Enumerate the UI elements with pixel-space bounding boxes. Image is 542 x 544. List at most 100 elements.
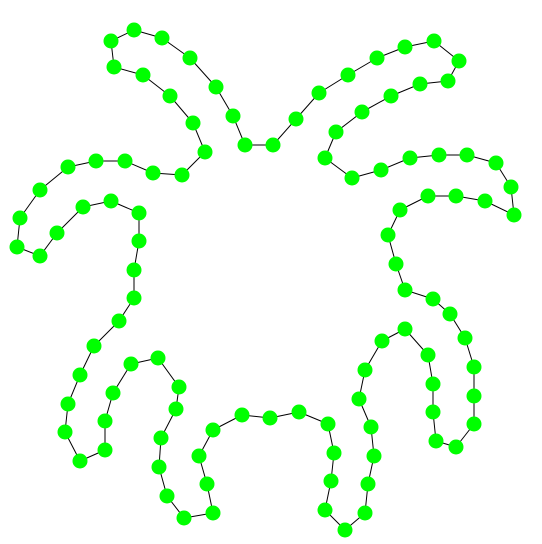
chain-node <box>126 22 142 38</box>
chain-node <box>291 404 307 420</box>
chain-node <box>168 401 184 417</box>
chain-node <box>205 505 221 521</box>
chain-node <box>451 53 467 69</box>
chain-node <box>111 313 127 329</box>
chain-node <box>397 282 413 298</box>
chain-node <box>131 233 147 249</box>
chain-node <box>106 59 122 75</box>
chain-node <box>397 39 413 55</box>
chain-node <box>176 510 192 526</box>
chain-node <box>328 124 344 140</box>
chain-node <box>369 50 385 66</box>
chain-node <box>323 473 339 489</box>
chain-node <box>317 150 333 166</box>
chain-node <box>351 391 367 407</box>
chain-node <box>425 376 441 392</box>
chain-node <box>191 448 207 464</box>
chain-node <box>262 410 278 426</box>
chain-node <box>459 147 475 163</box>
chain-node <box>60 396 76 412</box>
edge-layer <box>16 29 515 531</box>
chain-node <box>363 419 379 435</box>
chain-node <box>32 182 48 198</box>
chain-node <box>388 256 404 272</box>
chain-node <box>448 188 464 204</box>
chain-node <box>466 359 482 375</box>
chain-node <box>60 159 76 175</box>
chain-node <box>174 167 190 183</box>
chain-node <box>344 170 360 186</box>
chain-node <box>457 330 473 346</box>
chain-node <box>225 108 241 124</box>
chain-node <box>153 430 169 446</box>
chain-node <box>354 104 370 120</box>
chain-node <box>9 239 25 255</box>
chain-node <box>234 407 250 423</box>
chain-node <box>182 50 198 66</box>
chain-node <box>103 193 119 209</box>
chain-node <box>126 262 142 278</box>
chain-node <box>320 416 336 432</box>
chain-node <box>488 155 504 171</box>
chain-node <box>288 111 304 127</box>
chain-node <box>311 85 327 101</box>
chain-node <box>103 33 119 49</box>
chain-node <box>448 439 464 455</box>
chain-node <box>402 150 418 166</box>
chain-node <box>12 210 28 226</box>
chain-node <box>431 147 447 163</box>
chain-node <box>442 306 458 322</box>
chain-node <box>117 153 133 169</box>
chain-node <box>428 433 444 449</box>
chain-node <box>154 30 170 46</box>
chain-node <box>426 33 442 49</box>
chain-node <box>420 347 436 363</box>
chain-node <box>171 379 187 395</box>
chain-node <box>466 388 482 404</box>
chain-node <box>366 448 382 464</box>
chain-node <box>412 76 428 92</box>
chain-node <box>397 321 413 337</box>
chain-node <box>105 385 121 401</box>
chain-node <box>57 424 73 440</box>
chain-node <box>425 404 441 420</box>
chain-node <box>265 137 281 153</box>
chain-node <box>72 367 88 383</box>
chain-node <box>126 290 142 306</box>
chain-node <box>145 165 161 181</box>
chain-node <box>199 476 215 492</box>
chain-node <box>88 153 104 169</box>
chain-node <box>86 338 102 354</box>
chain-node <box>392 202 408 218</box>
chain-node <box>440 73 456 89</box>
chain-node <box>374 333 390 349</box>
chain-node <box>506 207 522 223</box>
chain-node <box>317 502 333 518</box>
chain-node <box>123 356 139 372</box>
chain-node <box>326 445 342 461</box>
chain-node <box>237 137 253 153</box>
chain-node <box>97 413 113 429</box>
chain-node <box>162 88 178 104</box>
chain-node <box>151 459 167 475</box>
chain-node <box>420 188 436 204</box>
node-layer <box>9 22 522 538</box>
chain-node <box>135 67 151 83</box>
chain-node <box>503 179 519 195</box>
chain-node <box>185 115 201 131</box>
chain-node <box>373 162 389 178</box>
chain-node <box>380 227 396 243</box>
chain-node <box>208 79 224 95</box>
chain-node <box>49 225 65 241</box>
chain-node <box>72 453 88 469</box>
chain-node <box>159 488 175 504</box>
chain-node <box>32 248 48 264</box>
chain-node <box>197 144 213 160</box>
chain-node <box>131 205 147 221</box>
chain-node <box>466 416 482 432</box>
chain-node <box>205 422 221 438</box>
chain-node <box>97 442 113 458</box>
chain-node <box>150 350 166 366</box>
chain-node <box>340 67 356 83</box>
